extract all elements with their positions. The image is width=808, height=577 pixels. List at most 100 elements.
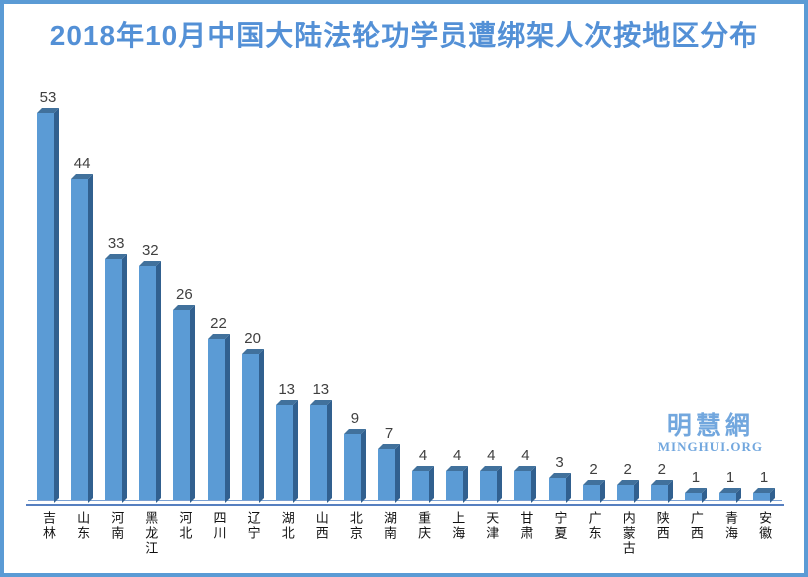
bar-side-face — [497, 466, 503, 503]
bar-top-face — [241, 349, 264, 354]
bar-top-face — [514, 466, 537, 471]
bar-top-face — [275, 400, 298, 405]
bar-14: 4 — [480, 447, 503, 503]
bar-side-face — [326, 400, 332, 503]
bar-front-face — [582, 485, 600, 500]
bar-top-face — [343, 429, 366, 434]
bar-front-face — [37, 113, 54, 500]
bar-shape — [207, 334, 230, 503]
bar-front-face — [105, 259, 123, 500]
bar-value-label: 4 — [521, 447, 530, 464]
minghui-logo-cjk: 明慧網 — [666, 412, 754, 440]
bar-top-face — [105, 254, 128, 259]
bar-value-label: 22 — [210, 315, 227, 332]
x-axis-label: 山西 — [313, 511, 329, 541]
bar-top-face — [684, 488, 707, 493]
bar-side-face — [190, 305, 196, 503]
bar-shape — [616, 480, 639, 503]
bar-front-face — [309, 405, 327, 500]
x-axis-label: 安徽 — [757, 511, 773, 541]
bar-shape — [514, 466, 537, 503]
bar-top-face — [412, 466, 435, 471]
bar-21: 1 — [719, 469, 741, 503]
bar-value-label: 4 — [418, 447, 428, 464]
bar-top-face — [582, 480, 605, 485]
x-axis-label: 湖北 — [279, 511, 295, 541]
bar-1: 53 — [37, 89, 59, 503]
bar-front-face — [514, 471, 532, 500]
bar-9: 13 — [309, 381, 332, 503]
bar-side-face — [395, 444, 400, 503]
bar-top-face — [650, 480, 673, 485]
bar-front-face — [684, 493, 702, 500]
bar-front-face — [412, 471, 430, 500]
bar-value-label: 1 — [691, 469, 701, 486]
bar-value-label: 32 — [141, 242, 159, 259]
bar-13: 4 — [446, 447, 469, 503]
bar-value-label: 4 — [487, 447, 496, 464]
bar-shape — [71, 174, 94, 503]
x-axis-label: 天津 — [484, 511, 500, 541]
bar-side-face — [88, 174, 94, 503]
bar-value-label: 2 — [657, 461, 666, 478]
bar-front-face — [616, 485, 634, 500]
x-axis-label: 辽宁 — [245, 511, 261, 541]
bar-front-face — [548, 478, 566, 500]
bar-17: 2 — [582, 461, 605, 503]
bar-value-label: 1 — [759, 469, 769, 486]
bar-side-face — [463, 466, 469, 503]
x-axis-labels: 吉林 山东 河南 黑龙江 河北 四川 辽宁 湖北 山西 北京 湖南 重庆 上海 天津 甘肃 宁夏 广东 内蒙古 陕西… — [37, 511, 797, 569]
bar-top-face — [446, 466, 469, 471]
bar-front-face — [139, 266, 157, 500]
x-axis-label: 山东 — [75, 511, 91, 541]
bar-front-face — [650, 485, 668, 500]
bar-side-face — [429, 466, 435, 503]
x-axis-label: 黑龙江 — [143, 511, 159, 556]
bar-shape — [446, 466, 469, 503]
x-axis-label: 北京 — [347, 511, 363, 541]
bar-12: 4 — [412, 447, 435, 503]
x-axis-line — [28, 500, 782, 501]
x-axis-label: 重庆 — [416, 511, 432, 541]
x-axis-label: 陕西 — [654, 511, 670, 541]
bar-front-face — [719, 493, 736, 500]
minghui-logo-latin: MINGHUI.ORG — [657, 439, 763, 454]
x-axis-label: 青海 — [723, 511, 738, 541]
bar-top-face — [616, 480, 639, 485]
bar-front-face — [275, 405, 293, 500]
chart-title: 2018年10月中国大陆法轮功学员遭绑架人次按地区分布 — [49, 20, 759, 51]
bar-front-face — [378, 449, 395, 500]
bar-top-face — [753, 488, 776, 493]
x-axis-label: 甘肃 — [518, 511, 534, 541]
bar-value-label: 1 — [725, 469, 735, 486]
bar-shape — [173, 305, 196, 503]
bar-top-face — [207, 334, 230, 339]
bar-front-face — [753, 493, 771, 500]
bar-top-face — [309, 400, 332, 405]
bar-side-face — [599, 480, 605, 503]
bar-front-face — [71, 179, 89, 500]
x-axis-label: 内蒙古 — [620, 511, 636, 556]
bar-top-face — [719, 488, 741, 493]
bar-side-face — [292, 400, 298, 503]
bar-shape — [684, 488, 707, 503]
bar-shape — [309, 400, 332, 503]
bar-shape — [343, 429, 366, 503]
plot-area: 53 44 33 32 26 22 20 13 13 9 7 4 4 4 4 3 2 2 2 1 1 1 — [37, 88, 785, 503]
bar-value-label: 4 — [453, 447, 462, 464]
bar-3: 33 — [105, 235, 128, 503]
minghui-watermark: 明慧網 MINGHUI.ORG — [658, 413, 763, 454]
bar-shape — [480, 466, 503, 503]
bar-top-face — [173, 305, 196, 310]
bar-5: 26 — [173, 286, 196, 503]
bar-front-face — [207, 339, 225, 500]
bar-6: 22 — [207, 315, 230, 503]
bar-value-label: 13 — [312, 381, 330, 398]
bar-side-face — [667, 480, 673, 503]
bar-8: 13 — [275, 381, 298, 503]
bar-side-face — [54, 108, 59, 503]
bar-2: 44 — [71, 155, 94, 503]
bar-19: 2 — [650, 461, 673, 503]
bar-front-face — [173, 310, 191, 500]
bar-value-label: 13 — [278, 381, 296, 398]
